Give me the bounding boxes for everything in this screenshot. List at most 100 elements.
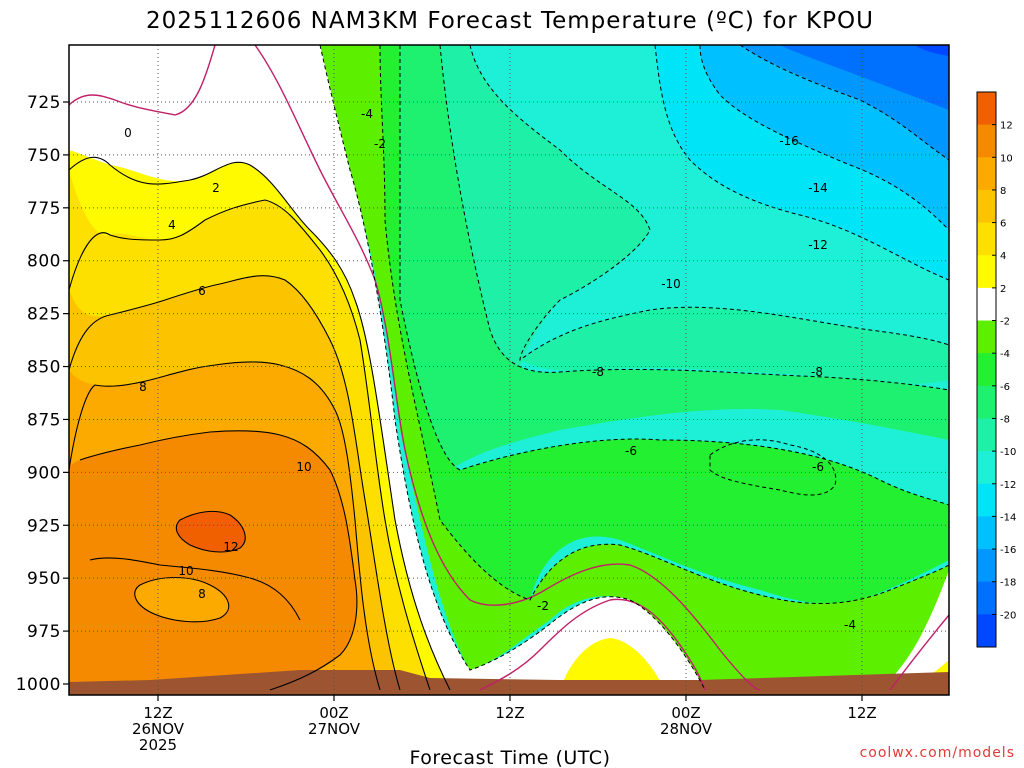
contour-label: -6 — [625, 444, 637, 458]
y-tick-label: 850 — [27, 358, 61, 378]
colorbar-frame — [976, 91, 997, 648]
band-minus6-8 — [390, 45, 949, 470]
colorbar-label: -14 — [1000, 512, 1016, 523]
colorbar-swatch — [977, 157, 996, 191]
zero-lines — [69, 45, 949, 691]
contour-minus4 — [379, 45, 949, 605]
x-tick-label: 12Z — [495, 704, 524, 722]
colorbar-label: -10 — [1000, 447, 1016, 458]
y-tick-label: 950 — [27, 569, 61, 589]
band-8-10-pocket — [134, 577, 229, 622]
colorbar-swatch — [977, 124, 996, 158]
colorbar-swatch — [977, 287, 996, 322]
colorbar-swatch — [977, 353, 996, 387]
x-axis-label: Forecast Time (UTC) — [410, 747, 611, 768]
y-tick-label: 975 — [27, 622, 61, 642]
x-tick-label: 2025 — [139, 736, 177, 754]
contour-minus12 — [654, 45, 949, 281]
x-tick-label: 00Z — [319, 704, 348, 722]
band-minus2-4 — [320, 45, 949, 690]
colorbar-label: -12 — [1000, 480, 1016, 491]
y-tick-label: 775 — [27, 199, 61, 219]
contour-label: -14 — [808, 181, 828, 195]
colorbar-label: -6 — [1000, 382, 1010, 393]
colorbar-label: 12 — [1000, 121, 1013, 132]
colorbar-swatch — [977, 189, 996, 224]
band-10-12 — [176, 511, 246, 552]
colorbar: 12 10 8 6 4 2 -2 -4 -6 -8 -10 -12 -14 -16 -18 -20 — [976, 91, 1016, 648]
colorbar-swatch — [977, 549, 996, 583]
band-minus20 — [915, 45, 949, 56]
contour-label: 12 — [223, 540, 238, 554]
band-white-lowright — [880, 570, 949, 690]
band-white-top — [69, 45, 350, 170]
contour-label: -8 — [811, 365, 823, 379]
contour-label: -12 — [808, 238, 828, 252]
contour-0-c — [479, 598, 706, 691]
chart-title: 2025112606 NAM3KM Forecast Temperature (… — [146, 8, 874, 34]
colorbar-label: 10 — [1000, 153, 1013, 164]
contour-label: -8 — [592, 365, 604, 379]
contour-0-d — [889, 614, 949, 691]
colorbar-swatch — [977, 222, 996, 256]
contour-minus6 — [399, 45, 949, 506]
contour-label: 10 — [296, 460, 311, 474]
y-tick-label: 750 — [27, 146, 61, 166]
colorbar-swatch — [977, 516, 996, 550]
band-minus4-6 — [370, 45, 949, 605]
x-tick-label: 12Z — [143, 704, 172, 722]
colorbar-swatch — [977, 385, 996, 419]
contour-0 — [69, 45, 216, 116]
contour-label: -4 — [844, 618, 856, 632]
contour-label: -2 — [537, 599, 549, 613]
y-axis: 725 750 775 800 825 850 875 900 925 950 975 1000 — [16, 93, 69, 695]
x-tick-label: 28NOV — [660, 720, 713, 738]
colorbar-label: -8 — [1000, 414, 1010, 425]
contour-minus2 — [319, 45, 706, 691]
contour-6 — [69, 275, 401, 691]
contour-8 — [69, 361, 381, 691]
x-tick-label: 26NOV — [132, 720, 185, 738]
colorbar-swatch — [977, 451, 996, 485]
colorbar-swatch — [977, 483, 996, 517]
contour-minus8 — [439, 45, 949, 391]
y-tick-label: 1000 — [16, 675, 61, 695]
contour-8-pocket — [134, 577, 230, 623]
colorbar-swatch — [977, 614, 996, 648]
contour-minus10 — [469, 45, 949, 362]
contour-label: -10 — [661, 277, 681, 291]
contour-label: 8 — [139, 380, 147, 394]
band-8-10 — [69, 430, 357, 690]
x-tick-label: 27NOV — [308, 720, 361, 738]
contour-label: 8 — [198, 587, 206, 601]
colorbar-swatch — [977, 581, 996, 615]
colorbar-swatch — [977, 92, 996, 126]
contour-0-b — [254, 45, 761, 691]
colorbar-swatch — [977, 320, 996, 354]
contour-label: 4 — [168, 218, 176, 232]
contour-minus14 — [699, 45, 949, 231]
contour-label: 6 — [198, 284, 206, 298]
y-tick-label: 875 — [27, 410, 61, 430]
contour-label: -2 — [374, 137, 386, 151]
colorbar-label: -2 — [1000, 317, 1010, 328]
x-tick-label: 12Z — [847, 704, 876, 722]
contour-label: -16 — [779, 134, 799, 148]
colorbar-label: 4 — [1000, 251, 1006, 262]
colorbar-label: -18 — [1000, 578, 1016, 589]
x-tick-label: 00Z — [671, 704, 700, 722]
contour-labels: 0 2 4 6 8 10 12 10 8 -4 -2 -2 -16 -14 -12 -10 -8 -8 -6 -6 -4 — [124, 107, 856, 632]
grid-lines — [69, 45, 949, 695]
colorbar-label: 2 — [1000, 284, 1006, 295]
colorbar-label: -20 — [1000, 610, 1016, 621]
contour-10-lower — [89, 557, 301, 621]
colorbar-label: -16 — [1000, 545, 1016, 556]
y-tick-label: 725 — [27, 93, 61, 113]
y-tick-label: 925 — [27, 516, 61, 536]
band-minus18-20 — [780, 45, 949, 110]
colorbar-swatch — [977, 418, 996, 452]
colorbar-label: -4 — [1000, 349, 1010, 360]
contour-label: -6 — [812, 460, 824, 474]
y-tick-label: 825 — [27, 305, 61, 325]
